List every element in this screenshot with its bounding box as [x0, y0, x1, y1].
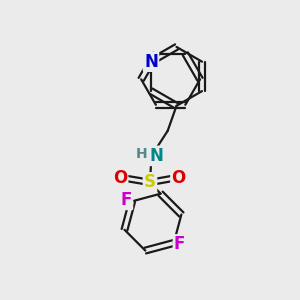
- Text: H: H: [135, 146, 147, 161]
- Text: N: N: [150, 147, 164, 165]
- Text: S: S: [144, 173, 156, 191]
- Text: O: O: [113, 169, 127, 187]
- Text: F: F: [174, 236, 185, 253]
- Text: O: O: [171, 169, 186, 187]
- Text: N: N: [144, 53, 158, 71]
- Text: F: F: [121, 191, 132, 209]
